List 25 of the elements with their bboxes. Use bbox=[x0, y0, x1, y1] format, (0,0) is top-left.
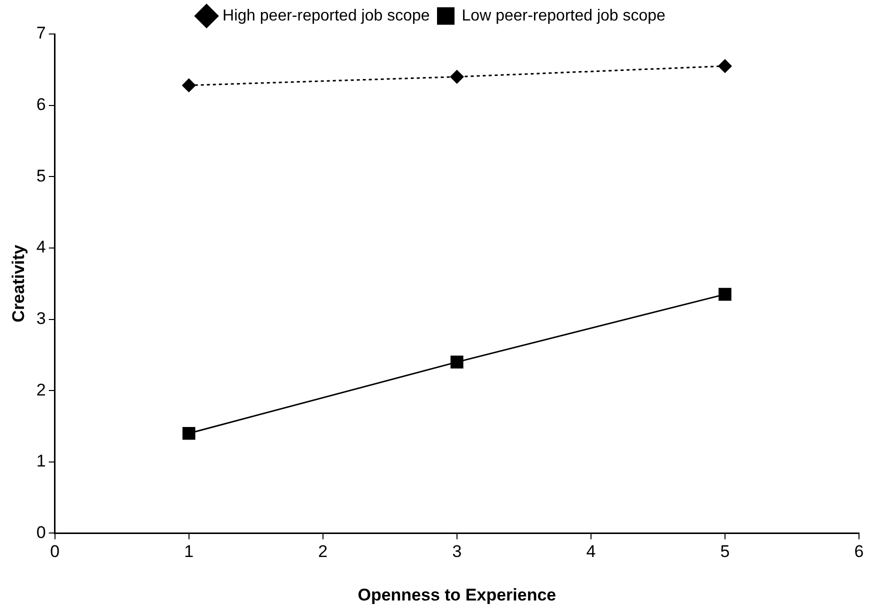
x-tick-label: 4 bbox=[586, 542, 596, 562]
y-axis-title: Creativity bbox=[8, 244, 28, 322]
point bbox=[182, 78, 196, 92]
legend-label: Low peer-reported job scope bbox=[462, 7, 666, 24]
x-tick-label: 5 bbox=[720, 542, 730, 562]
point bbox=[718, 288, 732, 301]
legend-label: High peer-reported job scope bbox=[222, 7, 430, 24]
y-tick-label: 4 bbox=[36, 238, 46, 257]
x-tick-label: 2 bbox=[318, 542, 328, 562]
y-tick-label: 5 bbox=[36, 166, 46, 186]
y-tick-label: 2 bbox=[36, 380, 46, 400]
y-tick-label: 0 bbox=[36, 522, 46, 542]
point bbox=[718, 59, 732, 73]
y-tick-label: 1 bbox=[36, 452, 46, 471]
point bbox=[182, 426, 196, 440]
x-tick-label: 0 bbox=[50, 542, 60, 562]
y-tick-label: 3 bbox=[36, 308, 46, 328]
point bbox=[450, 356, 464, 368]
y-tick-label: 6 bbox=[36, 95, 46, 114]
y-tick-label: 7 bbox=[36, 24, 46, 43]
x-tick-label: 3 bbox=[452, 542, 462, 562]
x-axis-title: Openness to Experience bbox=[358, 585, 556, 604]
x-tick-label: 6 bbox=[854, 542, 864, 562]
point bbox=[450, 70, 464, 84]
x-tick-label: 1 bbox=[184, 542, 194, 562]
